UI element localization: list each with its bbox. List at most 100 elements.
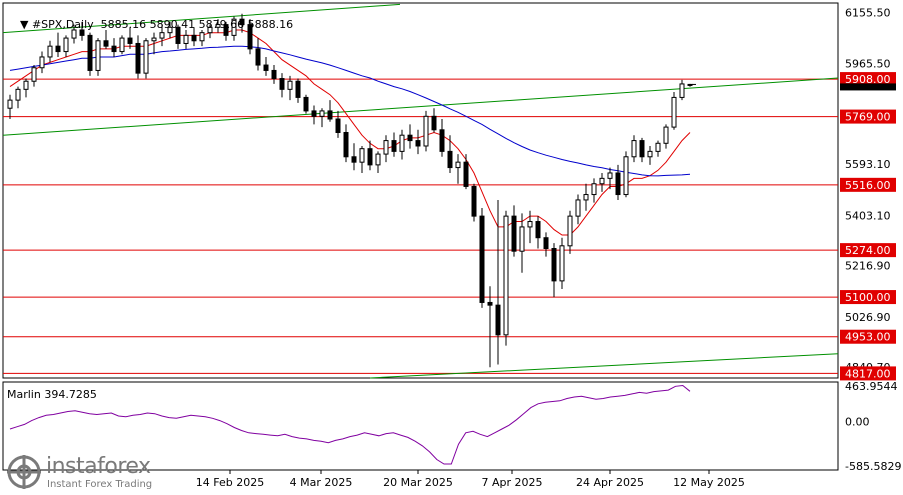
candle-body: [479, 215, 485, 303]
candle-body: [599, 177, 605, 185]
candle-body: [295, 80, 301, 98]
candles: [7, 13, 696, 368]
candle-body: [231, 18, 237, 36]
candle-body: [583, 194, 589, 201]
level-tag-label: 5274.00: [845, 244, 891, 257]
candle-body: [623, 156, 629, 196]
candle-body: [551, 248, 557, 282]
oscillator-axis-label: 463.9544: [845, 380, 898, 393]
candle-body: [271, 69, 277, 80]
level-tag-label: 5769.00: [845, 111, 891, 124]
candle-body: [111, 45, 117, 53]
candle-body: [543, 237, 549, 250]
candle-body: [511, 215, 517, 252]
candle-body: [639, 140, 645, 158]
candle-body: [335, 118, 341, 133]
oscillator-axis: 463.9544 0.00 -585.5829: [845, 380, 901, 473]
logo-tagline: Instant Forex Trading: [47, 479, 153, 490]
price-axis: 6155.505965.505777.805593.105403.105216.…: [840, 6, 896, 381]
candle-body: [175, 26, 181, 44]
candle-body: [327, 110, 333, 120]
candle-body: [303, 96, 309, 112]
oscillator-polyline: [9, 384, 691, 465]
candle-body: [15, 88, 21, 101]
candle-body: [239, 18, 245, 26]
dropdown-triangle-icon[interactable]: ▼: [20, 18, 32, 31]
ma-line-0: [9, 29, 691, 236]
candle-body: [95, 40, 101, 71]
candle-body: [527, 221, 533, 228]
candle-body: [183, 34, 189, 44]
chart-header: ▼ #SPX,Daily 5885.16 5890.41 5879.66 588…: [6, 5, 293, 44]
date-axis-label: 14 Feb 2025: [196, 476, 264, 489]
level-tag-label: 5516.00: [845, 179, 891, 192]
candle-body: [575, 199, 581, 217]
oscillator-axis-label: 0.00: [845, 415, 870, 428]
price-axis-label: 5216.90: [845, 260, 891, 273]
candle-body: [655, 142, 661, 152]
date-axis-label: 12 May 2025: [673, 476, 745, 489]
candle-body: [207, 26, 213, 34]
candle-body: [311, 110, 317, 117]
candle-body: [255, 48, 261, 66]
ma-line-1: [9, 45, 691, 177]
current-price-tag: [840, 83, 896, 91]
candle-body: [79, 29, 85, 36]
candle-body: [503, 215, 509, 336]
candle-body: [63, 37, 69, 53]
ohlc-values: 5885.16 5890.41 5879.66 5888.16: [100, 18, 294, 31]
level-tag-label: 5908.00: [845, 73, 891, 86]
candle-body: [39, 56, 45, 69]
candle-body: [215, 24, 221, 28]
logo-wordmark: instaforex: [46, 454, 151, 479]
level-tag: [840, 109, 896, 124]
price-axis-label: 5026.90: [845, 311, 891, 324]
candle-body: [535, 221, 541, 239]
candle-body: [631, 140, 637, 158]
candle-body: [351, 156, 357, 163]
candle-body: [519, 226, 525, 252]
candle-body: [431, 115, 437, 131]
level-tag-label: 5100.00: [845, 291, 891, 304]
candle-body: [191, 34, 197, 42]
candle-body: [559, 245, 565, 282]
candle-body: [159, 32, 165, 39]
candle-body: [23, 80, 29, 90]
price-axis-label: 6155.50: [845, 6, 891, 19]
price-axis-label: 5593.10: [845, 158, 891, 171]
level-tag-label: 4953.00: [845, 331, 891, 344]
trend-line-upper: [2, 3, 401, 34]
trend-line-lower: [369, 353, 839, 379]
price-axis-label: 5965.50: [845, 58, 891, 71]
oscillator-axis-label: -585.5829: [845, 460, 901, 473]
candle-body: [679, 83, 685, 98]
candle-body: [87, 34, 93, 71]
candle-body: [199, 32, 205, 42]
candle-body: [143, 40, 149, 74]
oscillator-title: Marlin 394.7285: [7, 388, 97, 401]
date-axis-label: 24 Apr 2025: [576, 476, 644, 489]
candle-body: [663, 126, 669, 144]
candle-body: [687, 83, 693, 86]
candle-body: [471, 185, 477, 217]
level-tag: [840, 72, 896, 87]
candle-body: [463, 161, 469, 187]
trend-lines: [2, 3, 839, 379]
candle-body: [423, 115, 429, 147]
candle-body: [455, 161, 461, 169]
symbol-label: #SPX,Daily: [31, 18, 94, 31]
candle-body: [223, 24, 229, 36]
candle-body: [439, 129, 445, 152]
candle-body: [287, 80, 293, 90]
level-tag: [840, 243, 896, 258]
oscillator-panel-border: [2, 381, 839, 471]
candle-body: [383, 140, 389, 155]
trend-line-middle: [2, 77, 839, 136]
candle-body: [447, 150, 453, 169]
candle-body: [607, 172, 613, 179]
level-tag: [840, 366, 896, 381]
candle-body: [319, 110, 325, 117]
instaforex-logo: [0, 448, 178, 495]
candle-body: [567, 215, 573, 247]
